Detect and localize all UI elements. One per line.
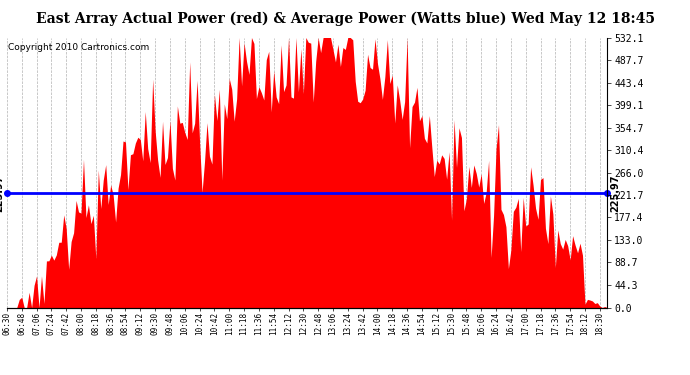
Text: Copyright 2010 Cartronics.com: Copyright 2010 Cartronics.com <box>8 43 149 52</box>
Text: East Array Actual Power (red) & Average Power (Watts blue) Wed May 12 18:45: East Array Actual Power (red) & Average … <box>35 11 655 26</box>
Text: 225.97: 225.97 <box>610 174 620 211</box>
Text: 225.97: 225.97 <box>0 174 4 211</box>
